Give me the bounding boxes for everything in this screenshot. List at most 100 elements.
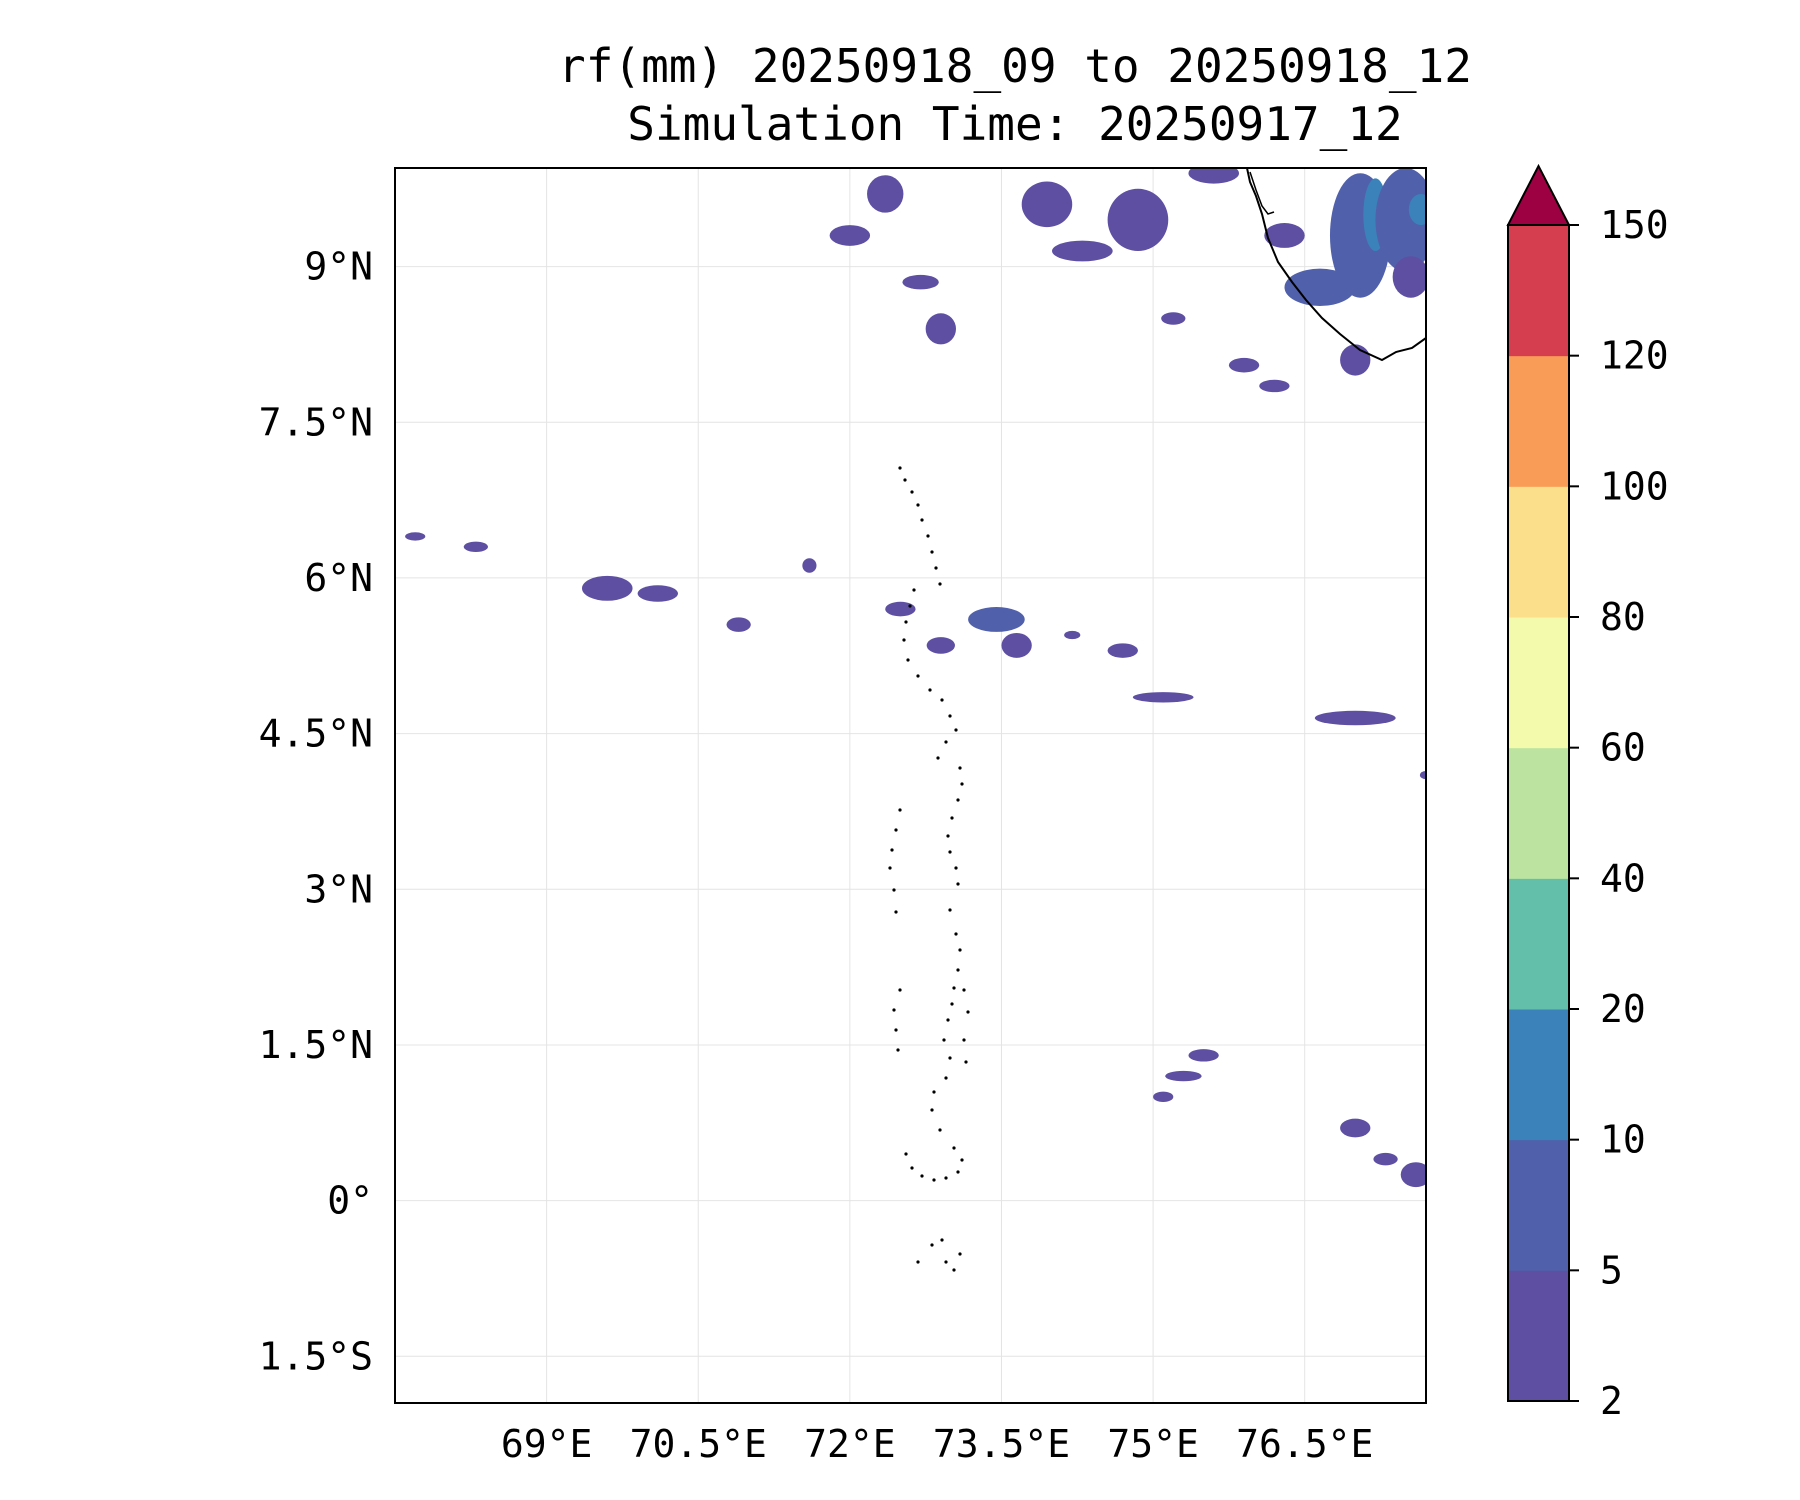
- colorbar-segment: [1508, 747, 1569, 879]
- ytick-label: 9°N: [304, 245, 373, 289]
- rain-cell: [1064, 630, 1081, 640]
- colorbar-tick-label: 5: [1600, 1248, 1623, 1292]
- island-dot: [903, 478, 907, 482]
- colorbar-tick-label: 150: [1600, 203, 1669, 247]
- rain-cell: [885, 601, 916, 617]
- colorbar-segment: [1508, 486, 1569, 618]
- island-dot: [908, 604, 912, 608]
- plot-title-line-1: rf(mm) 20250918_09 to 20250918_12: [558, 39, 1472, 93]
- rain-cell: [726, 617, 751, 632]
- rain-cell: [1259, 379, 1290, 393]
- maldives-lakshadweep-islands: [888, 466, 970, 1272]
- rain-cell: [1400, 1162, 1426, 1188]
- island-dot: [890, 848, 894, 852]
- rain-cell: [1408, 193, 1426, 226]
- rain-cell: [926, 637, 955, 654]
- xtick-label: 70.5°E: [630, 1422, 767, 1466]
- india-coastline: [1246, 168, 1426, 362]
- island-dot: [948, 714, 952, 718]
- xtick-label: 73.5°E: [933, 1422, 1070, 1466]
- rain-cell: [1153, 1091, 1174, 1103]
- island-dot: [954, 866, 958, 870]
- colorbar-tick-label: 20: [1600, 987, 1646, 1031]
- island-dot: [956, 798, 960, 802]
- ytick-label: 7.5°N: [259, 400, 373, 444]
- island-dot: [892, 1008, 896, 1012]
- island-dot: [944, 1260, 948, 1264]
- island-dot: [966, 1010, 970, 1014]
- rain-cell: [1375, 168, 1426, 272]
- island-dot: [932, 1090, 936, 1094]
- colorbar-tick-label: 100: [1600, 464, 1669, 508]
- island-dot: [926, 534, 930, 538]
- colorbar-segment: [1508, 1009, 1569, 1141]
- island-dot: [896, 1048, 900, 1052]
- island-dot: [962, 988, 966, 992]
- island-dot: [956, 1170, 960, 1174]
- colorbar-segment: [1508, 617, 1569, 749]
- island-dot: [930, 1108, 934, 1112]
- island-dot: [944, 740, 948, 744]
- island-dot: [964, 1060, 968, 1064]
- rain-cell: [1161, 312, 1186, 325]
- xtick-label: 72°E: [804, 1422, 896, 1466]
- rain-cell: [1314, 710, 1396, 726]
- island-dot: [910, 1166, 914, 1170]
- rain-cell: [1228, 357, 1260, 373]
- gridlines: [395, 168, 1426, 1403]
- rain-cell: [925, 313, 956, 345]
- colorbar-tick-label: 2: [1600, 1379, 1623, 1423]
- ytick-label: 4.5°N: [259, 712, 373, 756]
- colorbar-tick-label: 40: [1600, 856, 1646, 900]
- island-dot: [940, 698, 944, 702]
- island-dot: [948, 1056, 952, 1060]
- rain-cell: [867, 175, 904, 213]
- ytick-label: 1.5°N: [259, 1023, 373, 1067]
- rain-cell: [1188, 168, 1239, 184]
- island-dot: [960, 1158, 964, 1162]
- xtick-label: 75°E: [1107, 1422, 1199, 1466]
- island-dot: [898, 988, 902, 992]
- island-dot: [946, 1018, 950, 1022]
- rain-cell: [802, 558, 817, 573]
- colorbar-tick-label: 80: [1600, 595, 1646, 639]
- coastline-backwater: [1249, 171, 1275, 215]
- rain-cell: [1373, 1152, 1398, 1166]
- rain-cell: [1107, 643, 1138, 658]
- island-dot: [934, 566, 938, 570]
- rain-cell: [581, 575, 633, 601]
- island-dot: [920, 518, 924, 522]
- island-dot: [916, 503, 920, 507]
- colorbar-segment: [1508, 878, 1569, 1010]
- rain-cell: [1264, 223, 1305, 248]
- island-dot: [940, 1238, 944, 1242]
- colorbar-tick-label: 120: [1600, 334, 1669, 378]
- island-dot: [944, 1076, 948, 1080]
- island-dot: [962, 1038, 966, 1042]
- ytick-label: 1.5°S: [259, 1334, 373, 1378]
- island-dot: [938, 582, 942, 586]
- xtick-label: 76.5°E: [1236, 1422, 1373, 1466]
- rain-cell: [1052, 240, 1113, 262]
- colorbar-extend-arrow: [1506, 163, 1571, 226]
- rain-cell: [1021, 181, 1073, 228]
- rain-cell: [1001, 632, 1032, 658]
- latitude-ticks: 9°N 7.5°N 6°N 4.5°N 3°N 1.5°N 0° 1.5°S: [259, 245, 373, 1379]
- island-dot: [894, 1028, 898, 1032]
- island-dot: [888, 866, 892, 870]
- rain-cell: [637, 585, 679, 602]
- island-dot: [898, 466, 902, 470]
- island-dot: [948, 850, 952, 854]
- island-dot: [942, 1038, 946, 1042]
- plot-title-line-2: Simulation Time: 20250917_12: [627, 97, 1403, 151]
- rain-cell: [1340, 1118, 1371, 1138]
- island-dot: [960, 782, 964, 786]
- island-dot: [936, 756, 940, 760]
- precipitation-layer: [405, 168, 1426, 1188]
- colorbar-tick-label: 10: [1600, 1118, 1646, 1162]
- island-dot: [904, 1152, 908, 1156]
- ytick-label: 6°N: [304, 556, 373, 600]
- island-dot: [898, 808, 902, 812]
- colorbar-segment: [1508, 1139, 1569, 1271]
